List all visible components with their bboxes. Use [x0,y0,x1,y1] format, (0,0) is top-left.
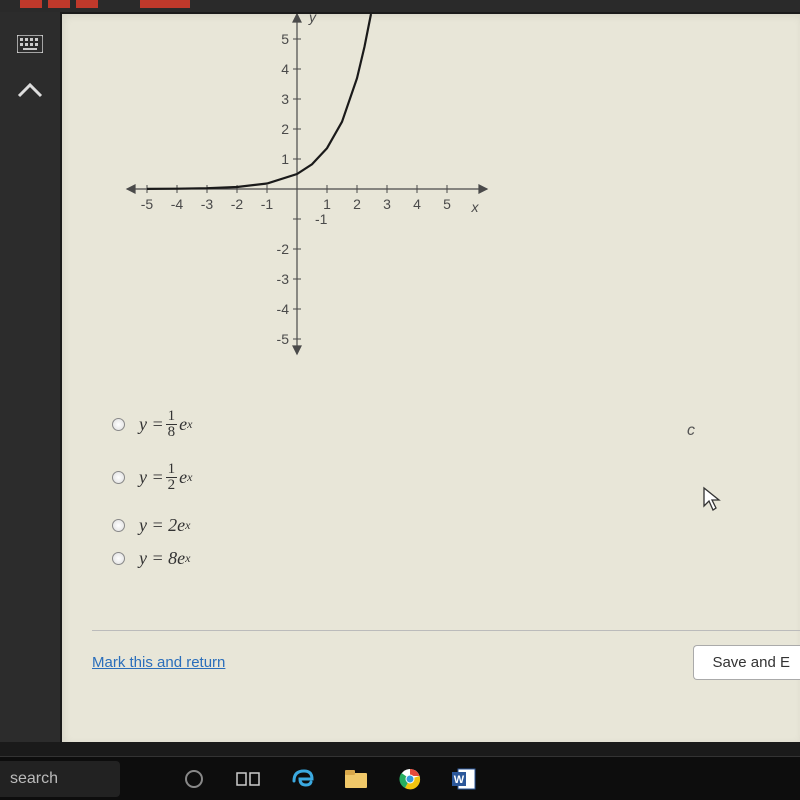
option-base: e [179,467,187,488]
radio-icon[interactable] [112,552,125,565]
option-2[interactable]: y = 1 2 ex [112,462,192,493]
xtick-4: 4 [413,196,421,212]
quiz-footer: Mark this and return Save and E [92,630,800,680]
stray-character: c [687,422,695,440]
ytick-5: 5 [281,31,289,47]
cursor-icon [702,486,722,518]
option-exp: x [185,551,190,566]
option-3[interactable]: y = 2ex [112,515,192,536]
ytick-neg1: -1 [315,211,328,227]
xtick-1: 1 [323,196,331,212]
quiz-content: -5 -4 -3 -2 -1 1 2 3 4 5 x 5 4 3 2 1 -1 … [62,14,800,742]
option-4[interactable]: y = 8ex [112,548,192,569]
fraction: 1 2 [166,462,178,493]
curve-line [147,14,371,189]
red-indicator [48,0,70,8]
red-indicator [140,0,190,8]
option-base: e [179,414,187,435]
xtick-neg4: -4 [171,196,184,212]
xtick-neg5: -5 [141,196,154,212]
answer-options: y = 1 8 ex y = 1 2 ex y = 2ex y = 8ex [112,409,192,591]
radio-icon[interactable] [112,519,125,532]
ytick-neg3: -3 [277,271,290,287]
x-axis-label: x [471,199,480,215]
save-exit-button[interactable]: Save and E [693,645,800,680]
ytick-3: 3 [281,91,289,107]
windows-taskbar: search W [0,756,800,800]
option-base: e [177,515,185,536]
xtick-neg1: -1 [261,196,274,212]
xtick-5: 5 [443,196,451,212]
option-exp: x [187,470,192,485]
ytick-neg2: -2 [277,241,290,257]
option-exp: x [185,518,190,533]
red-indicator [20,0,42,8]
task-view-icon[interactable] [234,765,262,793]
y-axis-label: y [308,14,317,25]
option-prefix: y = [139,414,164,435]
xtick-2: 2 [353,196,361,212]
ytick-4: 4 [281,61,289,77]
red-indicator [76,0,98,8]
ytick-neg5: -5 [277,331,290,347]
taskbar-search[interactable]: search [0,761,120,797]
tool-sidebar [0,12,60,742]
fraction: 1 8 [166,409,178,440]
edge-icon[interactable] [288,765,316,793]
option-exp: x [187,417,192,432]
ytick-1: 1 [281,151,289,167]
mark-return-link[interactable]: Mark this and return [92,654,225,671]
file-explorer-icon[interactable] [342,765,370,793]
window-top-strip [0,0,800,12]
exponential-graph: -5 -4 -3 -2 -1 1 2 3 4 5 x 5 4 3 2 1 -1 … [87,14,507,374]
chevron-up-icon[interactable] [16,76,44,104]
option-prefix: y = 2 [139,515,177,536]
xtick-neg3: -3 [201,196,214,212]
xtick-3: 3 [383,196,391,212]
chrome-icon[interactable] [396,765,424,793]
option-1[interactable]: y = 1 8 ex [112,409,192,440]
ytick-neg4: -4 [277,301,290,317]
xtick-neg2: -2 [231,196,244,212]
radio-icon[interactable] [112,418,125,431]
search-placeholder: search [10,770,58,788]
ytick-2: 2 [281,121,289,137]
option-prefix: y = 8 [139,548,177,569]
keyboard-icon[interactable] [16,30,44,58]
cortana-icon[interactable] [180,765,208,793]
word-icon[interactable]: W [450,765,478,793]
option-base: e [177,548,185,569]
svg-text:W: W [454,774,465,786]
radio-icon[interactable] [112,471,125,484]
option-prefix: y = [139,467,164,488]
